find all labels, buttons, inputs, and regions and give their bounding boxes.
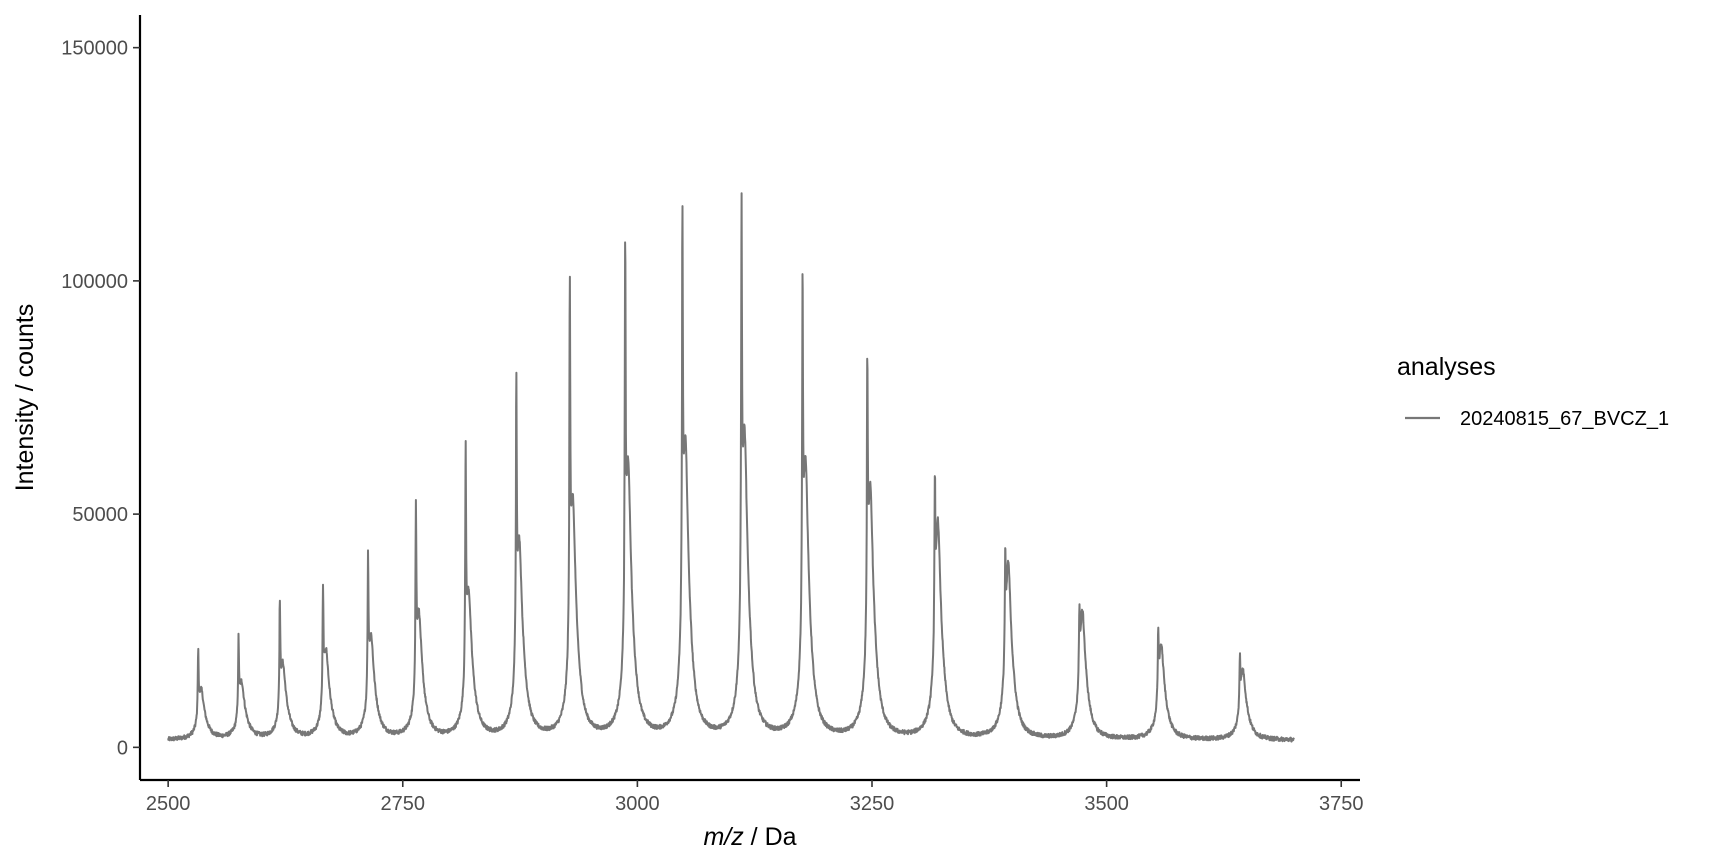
- y-ticks: 0 50000 100000 150000: [61, 38, 140, 759]
- axes: 0 50000 100000 150000 2500 2750 3000 3250 3500 3…: [61, 15, 1363, 815]
- legend-entry-label: 20240815_67_BVCZ_1: [1460, 408, 1669, 430]
- x-axis-title-unit: / Da: [744, 823, 797, 851]
- x-tick-label: 3500: [1084, 793, 1129, 815]
- legend: analyses 20240815_67_BVCZ_1: [1397, 353, 1669, 430]
- y-tick-label: 50000: [72, 504, 128, 526]
- legend-title: analyses: [1397, 353, 1496, 381]
- x-tick-label: 3750: [1319, 793, 1364, 815]
- x-axis-title-italic: m/z: [703, 823, 744, 851]
- x-ticks: 2500 2750 3000 3250 3500 3750: [146, 780, 1364, 815]
- y-tick-label: 0: [117, 737, 128, 759]
- x-tick-label: 2750: [381, 793, 426, 815]
- plot-area: [167, 192, 1295, 743]
- x-tick-label: 3000: [615, 793, 660, 815]
- y-tick-label: 150000: [61, 38, 128, 60]
- x-tick-label: 3250: [850, 793, 895, 815]
- y-axis-title: Intensity / counts: [11, 304, 39, 492]
- spectrum-series-line: [167, 192, 1295, 743]
- x-axis-title: m/z / Da: [703, 823, 796, 851]
- y-tick-label: 100000: [61, 271, 128, 293]
- x-tick-label: 2500: [146, 793, 191, 815]
